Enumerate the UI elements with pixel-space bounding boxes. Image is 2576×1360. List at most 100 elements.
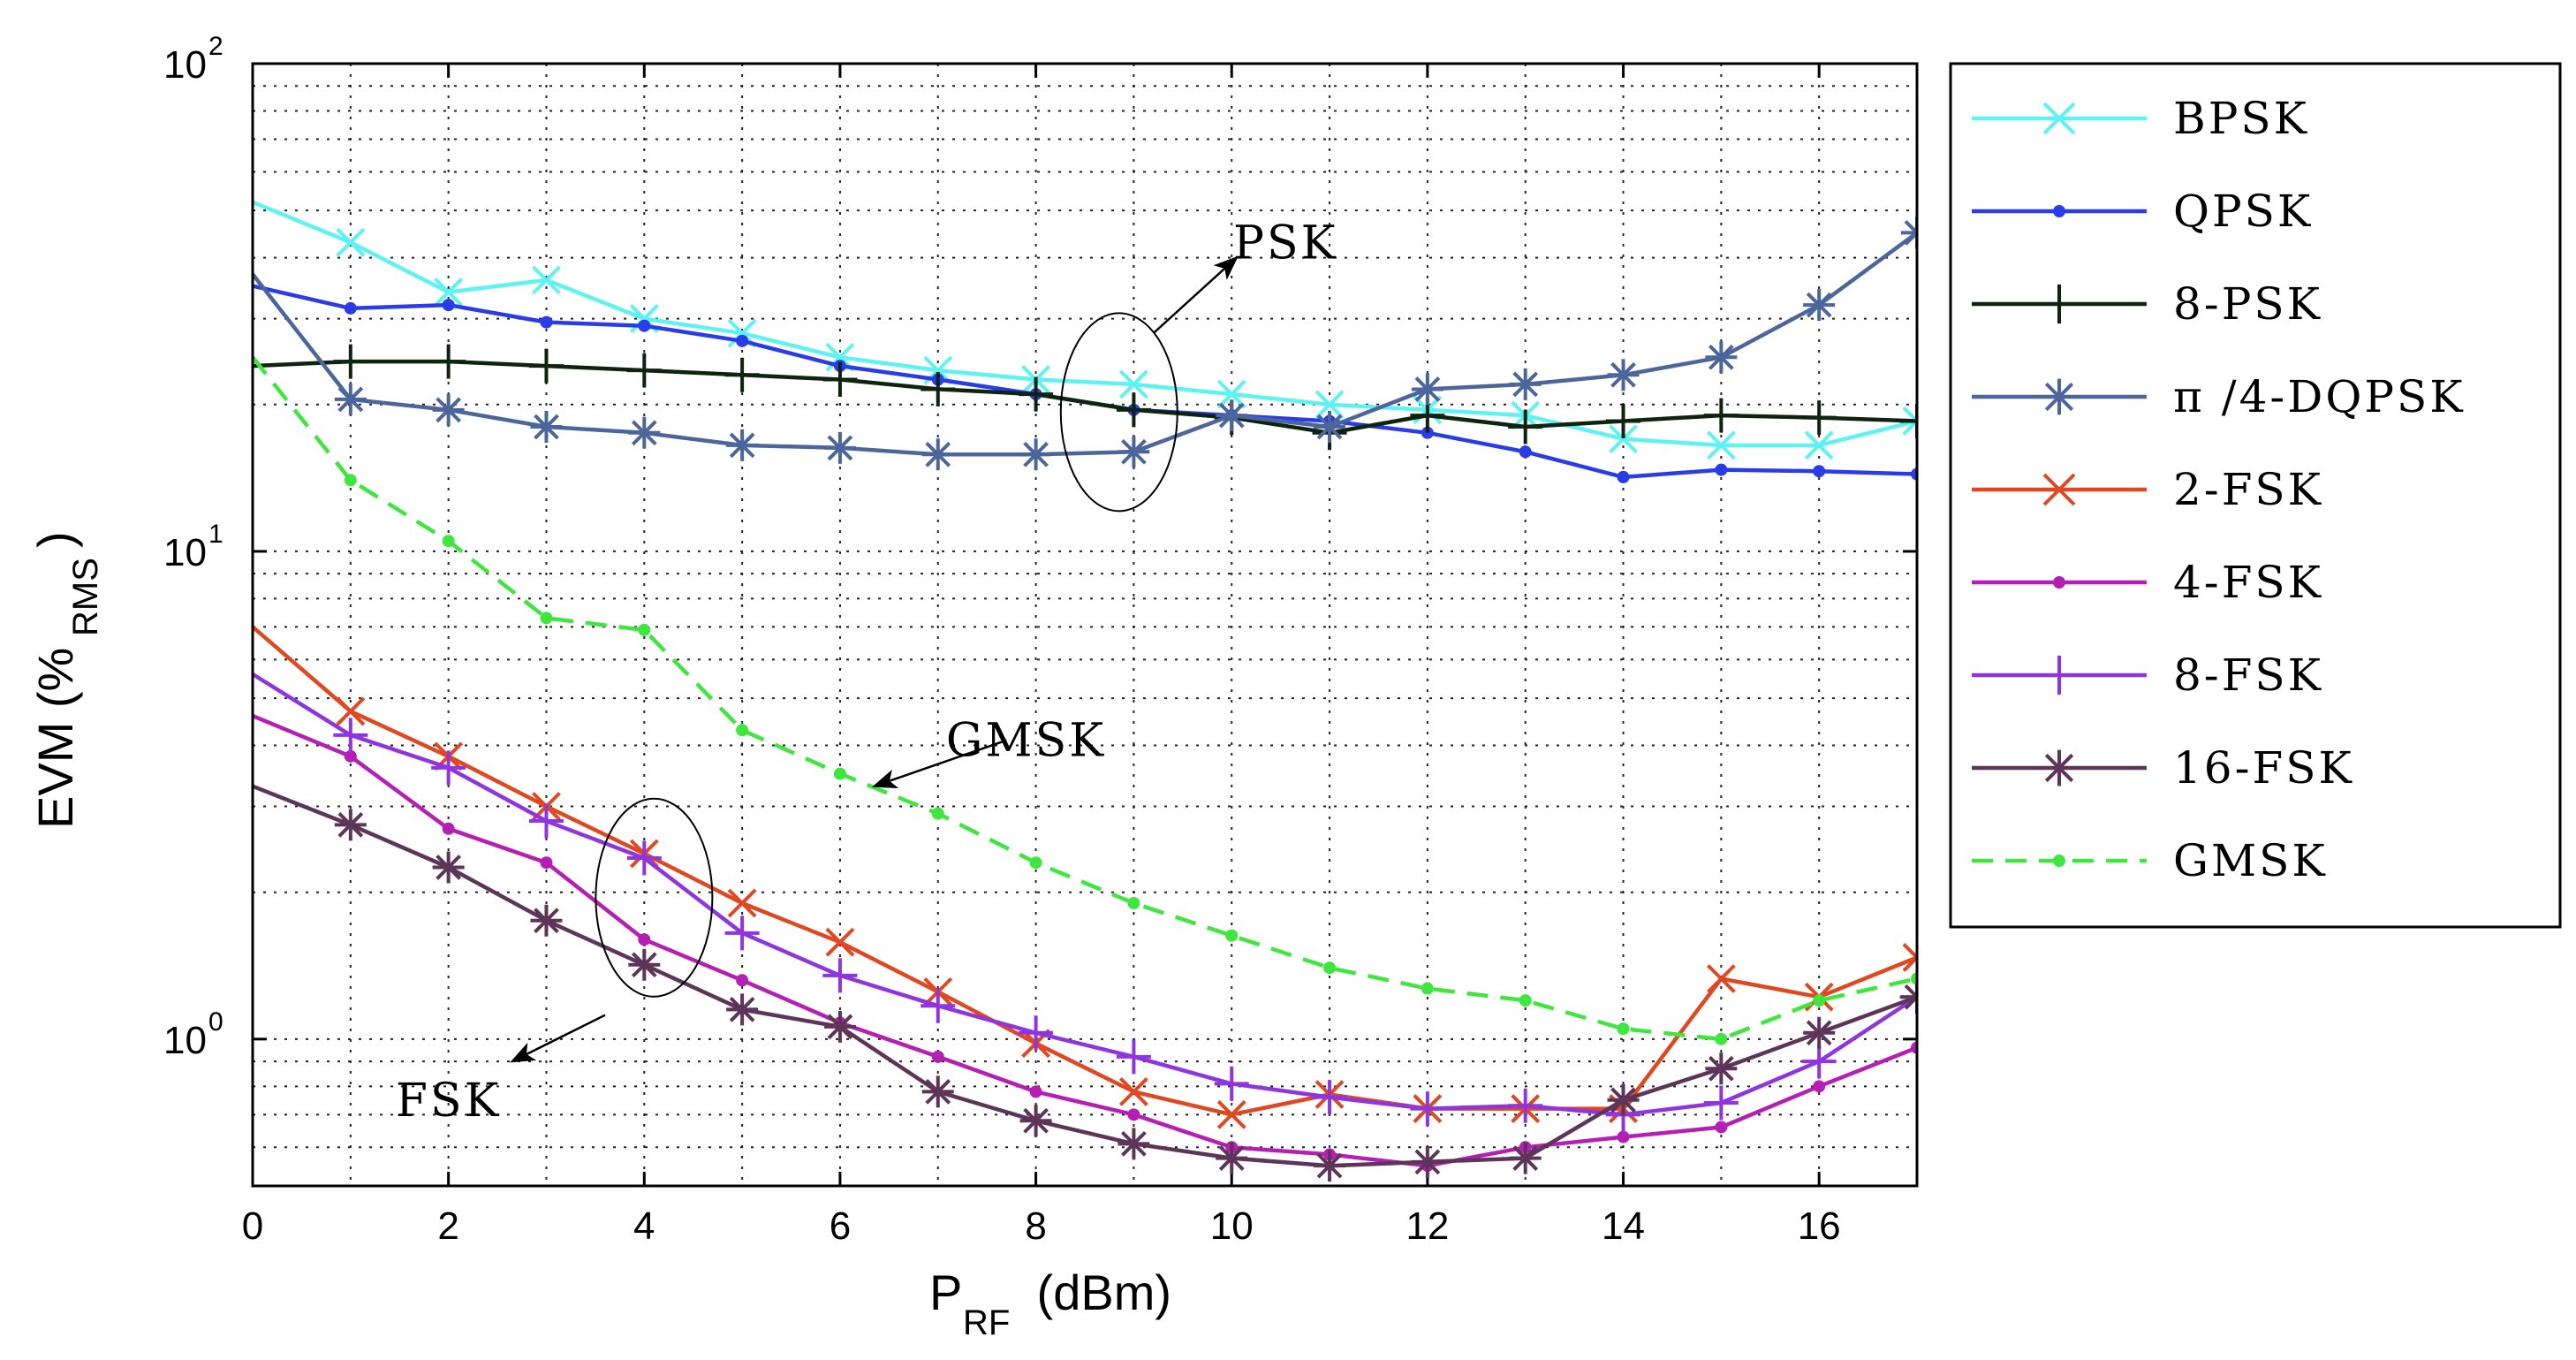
data-point — [431, 750, 466, 786]
data-point — [724, 916, 760, 951]
data-point — [1801, 400, 1837, 436]
data-point — [1214, 1066, 1249, 1101]
series--4-dqpsk — [253, 217, 1917, 471]
data-point — [1411, 1145, 1443, 1178]
data-point — [1911, 972, 1917, 985]
x-tick-label: 6 — [830, 1204, 851, 1248]
data-point — [1606, 403, 1641, 438]
annotation-ellipse — [1059, 312, 1178, 513]
data-point — [1607, 359, 1640, 391]
data-point — [1019, 376, 1054, 412]
data-point — [540, 612, 553, 625]
data-point — [1607, 1083, 1640, 1116]
x-tick-label: 8 — [1025, 1204, 1046, 1248]
data-point — [1617, 470, 1630, 483]
y-tick-label-exp: 0 — [208, 1007, 224, 1037]
y-tick-label-base: 10 — [163, 43, 207, 87]
data-point — [1116, 392, 1151, 428]
data-point — [344, 301, 357, 315]
y-tick-label-base: 10 — [163, 531, 207, 574]
series-2-fsk — [253, 625, 1917, 1129]
legend: BPSK QPSK 8-PSK π /4-DQPSK 2-FSK 4-FSK 8-FSK 16… — [1949, 62, 2562, 929]
data-point — [336, 696, 366, 726]
series-line — [253, 625, 1917, 1117]
annotation-gmsk: GMSK — [872, 715, 1103, 788]
data-point — [638, 933, 651, 946]
data-point — [442, 535, 455, 548]
data-point — [736, 334, 749, 347]
legend-swatch-marker — [2053, 855, 2065, 867]
legend-label: 16-FSK — [2173, 742, 2354, 794]
legend-item: QPSK — [1972, 186, 2313, 237]
data-point — [1803, 1016, 1836, 1049]
data-point — [1804, 430, 1834, 460]
data-point — [726, 429, 759, 461]
legend-swatch-marker — [2042, 473, 2076, 506]
y-axis-label-close: ) — [27, 531, 83, 548]
series-16-fsk — [253, 784, 1917, 1182]
series-line — [253, 359, 1917, 436]
series-gmsk — [253, 355, 1917, 1045]
data-point — [1715, 1121, 1728, 1134]
data-point — [334, 809, 367, 841]
data-point — [726, 993, 759, 1026]
data-point — [1617, 1130, 1630, 1143]
legend-label: 4-FSK — [2173, 557, 2323, 608]
legend-item: 16-FSK — [1972, 742, 2354, 794]
x-tick-label: 0 — [242, 1204, 263, 1248]
data-point — [1509, 1142, 1542, 1174]
y-tick-label-exp: 2 — [208, 32, 224, 61]
data-point — [1899, 403, 1917, 438]
data-point — [1813, 465, 1826, 478]
legend-item: 4-FSK — [1972, 557, 2323, 608]
data-point — [432, 851, 465, 884]
legend-item: 8-PSK — [1972, 278, 2320, 330]
y-axis-label: EVM (% RMS ) — [27, 531, 105, 829]
y-axis-label-main: EVM (% — [27, 648, 83, 829]
data-point — [434, 277, 464, 308]
data-point — [1902, 943, 1917, 972]
legend-swatch-marker — [2041, 749, 2078, 786]
data-point — [1715, 463, 1728, 476]
legend-item: GMSK — [1972, 835, 2328, 886]
series-line — [253, 672, 1917, 1117]
data-point — [1127, 1108, 1140, 1121]
data-point — [334, 383, 367, 415]
annotation-label: PSK — [1233, 217, 1337, 270]
legend-label: QPSK — [2173, 186, 2313, 237]
data-point — [736, 724, 749, 737]
data-point — [628, 416, 661, 449]
data-point — [822, 362, 858, 398]
data-point — [1715, 1032, 1728, 1045]
legend-label: GMSK — [2173, 835, 2328, 886]
data-point — [540, 315, 553, 329]
data-point — [528, 348, 564, 384]
data-point — [1323, 961, 1337, 975]
data-point — [736, 974, 749, 987]
data-point — [1705, 1052, 1738, 1085]
legend-label: BPSK — [2173, 93, 2309, 144]
y-axis-label-sub: RMS — [66, 558, 105, 636]
legend-item: BPSK — [1972, 93, 2309, 144]
data-point — [1216, 379, 1246, 409]
data-point — [1706, 964, 1736, 993]
data-point — [638, 319, 651, 332]
data-point — [1225, 929, 1239, 942]
data-point — [1617, 1022, 1630, 1036]
x-tick-label: 4 — [633, 1204, 655, 1248]
data-point — [1508, 1088, 1543, 1123]
series-line — [253, 355, 1917, 1042]
data-point — [833, 767, 846, 780]
data-point — [921, 371, 956, 406]
legend-item: 2-FSK — [1972, 464, 2323, 515]
legend-label: 2-FSK — [2173, 464, 2323, 515]
data-point — [628, 948, 661, 981]
data-point — [1609, 424, 1638, 454]
x-tick-label: 12 — [1405, 1204, 1449, 1248]
data-point — [1029, 856, 1042, 870]
data-point — [431, 344, 466, 379]
x-tick-label: 14 — [1602, 1204, 1645, 1248]
data-point — [1519, 445, 1532, 459]
data-point — [333, 718, 368, 753]
legend-label: 8-FSK — [2173, 650, 2323, 701]
